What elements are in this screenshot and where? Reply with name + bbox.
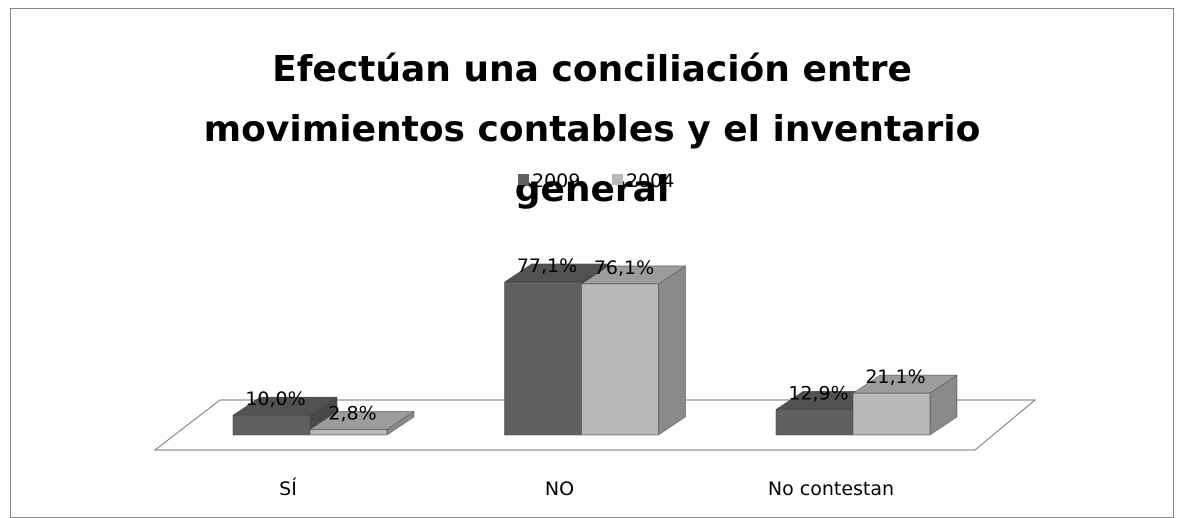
legend-swatch bbox=[612, 174, 623, 185]
bar-face bbox=[658, 265, 686, 436]
data-label: 76,1% bbox=[594, 257, 654, 279]
bar bbox=[580, 265, 687, 436]
x-tick-label: NO bbox=[545, 478, 574, 500]
data-label: 21,1% bbox=[865, 366, 925, 388]
data-label: 12,9% bbox=[788, 382, 848, 404]
bar-face bbox=[232, 414, 311, 436]
x-tick-label: SÍ bbox=[279, 477, 297, 500]
data-label: 77,1% bbox=[517, 255, 577, 277]
x-tick-label: No contestan bbox=[768, 478, 894, 500]
legend-label: 2009 bbox=[532, 170, 580, 192]
legend-swatch bbox=[518, 174, 529, 185]
data-label: 2,8% bbox=[328, 402, 376, 424]
bar-face bbox=[775, 409, 854, 436]
data-label: 10,0% bbox=[245, 388, 305, 410]
legend-label: 2004 bbox=[626, 170, 674, 192]
bar-face bbox=[309, 429, 388, 436]
bar bbox=[852, 374, 958, 436]
chart-title: Efectúan una conciliación entre movimien… bbox=[203, 49, 981, 210]
bar bbox=[309, 410, 415, 436]
bar-face bbox=[581, 283, 659, 436]
bar-face bbox=[504, 281, 582, 436]
bar-face bbox=[852, 392, 931, 436]
